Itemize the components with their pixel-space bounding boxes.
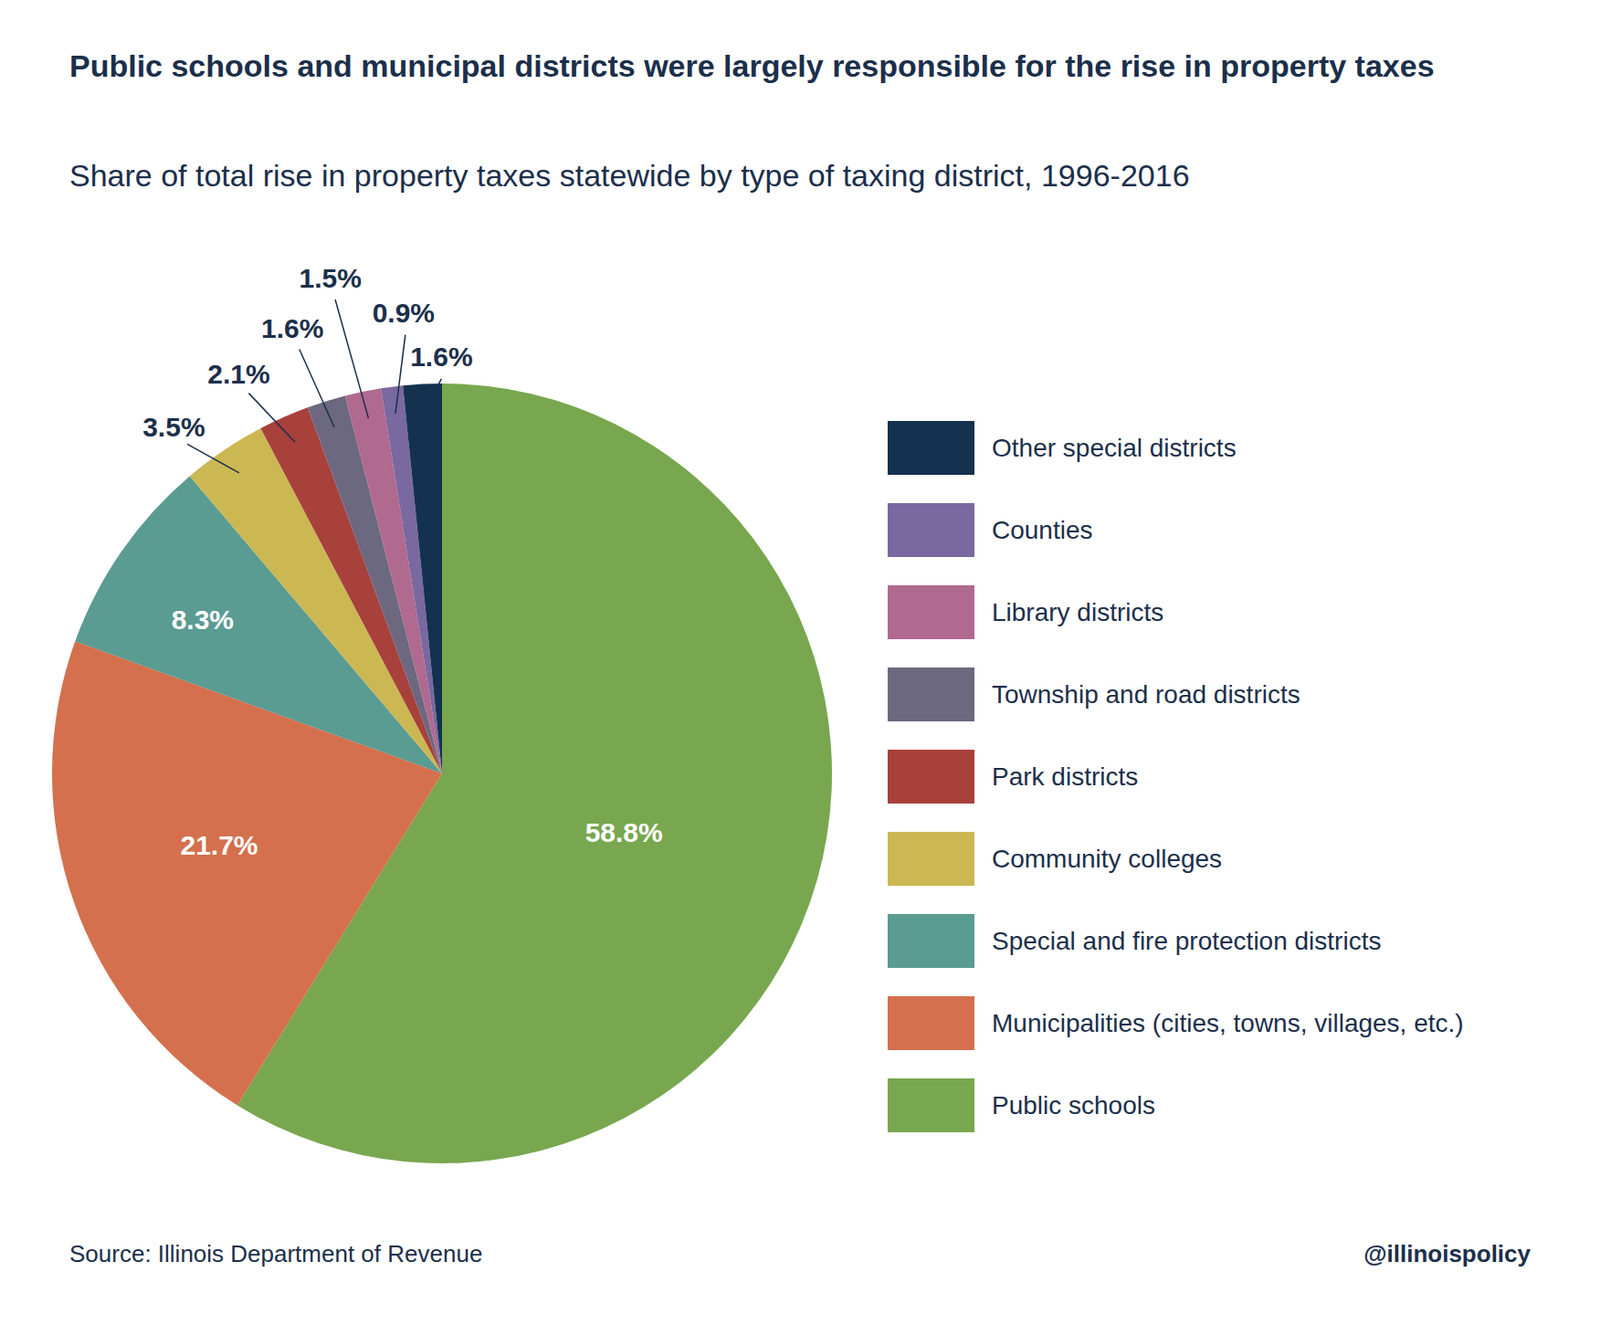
chart-container: Public schools and municipal districts w…: [0, 0, 1600, 1335]
data-labels: 58.8% 21.7% 8.3% 3.5%2.1% 1.6% 1.5% 0.9% 1.6%: [142, 263, 664, 861]
legend-label: Township and road districts: [991, 680, 1301, 709]
background: [0, 0, 1600, 1335]
subtitle: Share of total rise in property taxes st…: [69, 157, 1190, 193]
leader-line: [299, 348, 335, 427]
legend-label: Municipalities (cities, towns, villages,…: [991, 1009, 1464, 1038]
legend-swatch: [887, 1078, 975, 1133]
leader-line: [423, 378, 442, 411]
legend-swatch: [887, 749, 975, 804]
data-label: 1.5%: [299, 263, 362, 294]
text-line: Share of total rise in property taxes st…: [69, 157, 1190, 193]
legend-label: Other special districts: [991, 433, 1237, 463]
text-line: Public schools and municipal districts w…: [69, 48, 1435, 84]
data-label: 0.9%: [372, 297, 435, 328]
legend-swatch: [887, 421, 975, 475]
legend-label: Library districts: [991, 598, 1164, 627]
chart-svg: Public schools and municipal districts w…: [0, 0, 1600, 1335]
legend-label: Park districts: [991, 762, 1138, 791]
source: Source: Illinois Department of Revenue: [69, 1240, 483, 1268]
legend-label: Community colleges: [991, 844, 1222, 874]
data-label: 1.6%: [410, 341, 473, 372]
legend-label: Special and fire protection districts: [991, 926, 1381, 956]
leader-line: [335, 299, 369, 419]
legend-swatch: [887, 585, 975, 640]
legend-swatch: [887, 996, 975, 1051]
data-label: 2.1%: [207, 358, 270, 390]
pie: 58.8% 21.7% 8.3% 3.5%2.1% 1.6% 1.5% 0.9% 1.6%: [52, 263, 832, 1164]
leader-line: [248, 393, 295, 443]
legend-label: Counties: [991, 515, 1094, 545]
data-label: 8.3%: [171, 604, 234, 635]
pie-slice: [402, 383, 443, 774]
data-label: 3.5%: [142, 411, 205, 443]
legend: Other special districts Counties Library d…: [887, 421, 1464, 1133]
data-label: 1.6%: [261, 313, 324, 344]
leader-line: [395, 335, 406, 414]
data-label: 58.8%: [585, 817, 664, 848]
legend-swatch: [887, 503, 975, 558]
legend-label: Public schools: [991, 1091, 1156, 1120]
leader-line: [187, 443, 240, 474]
legend-swatch: [887, 831, 975, 886]
credit: @illinoispolicy: [1363, 1240, 1531, 1268]
legend-swatch: [887, 914, 975, 969]
title: Public schools and municipal districts w…: [69, 48, 1435, 84]
legend-swatch: [887, 667, 975, 722]
slices: [52, 383, 832, 1164]
data-label: 21.7%: [179, 830, 258, 861]
